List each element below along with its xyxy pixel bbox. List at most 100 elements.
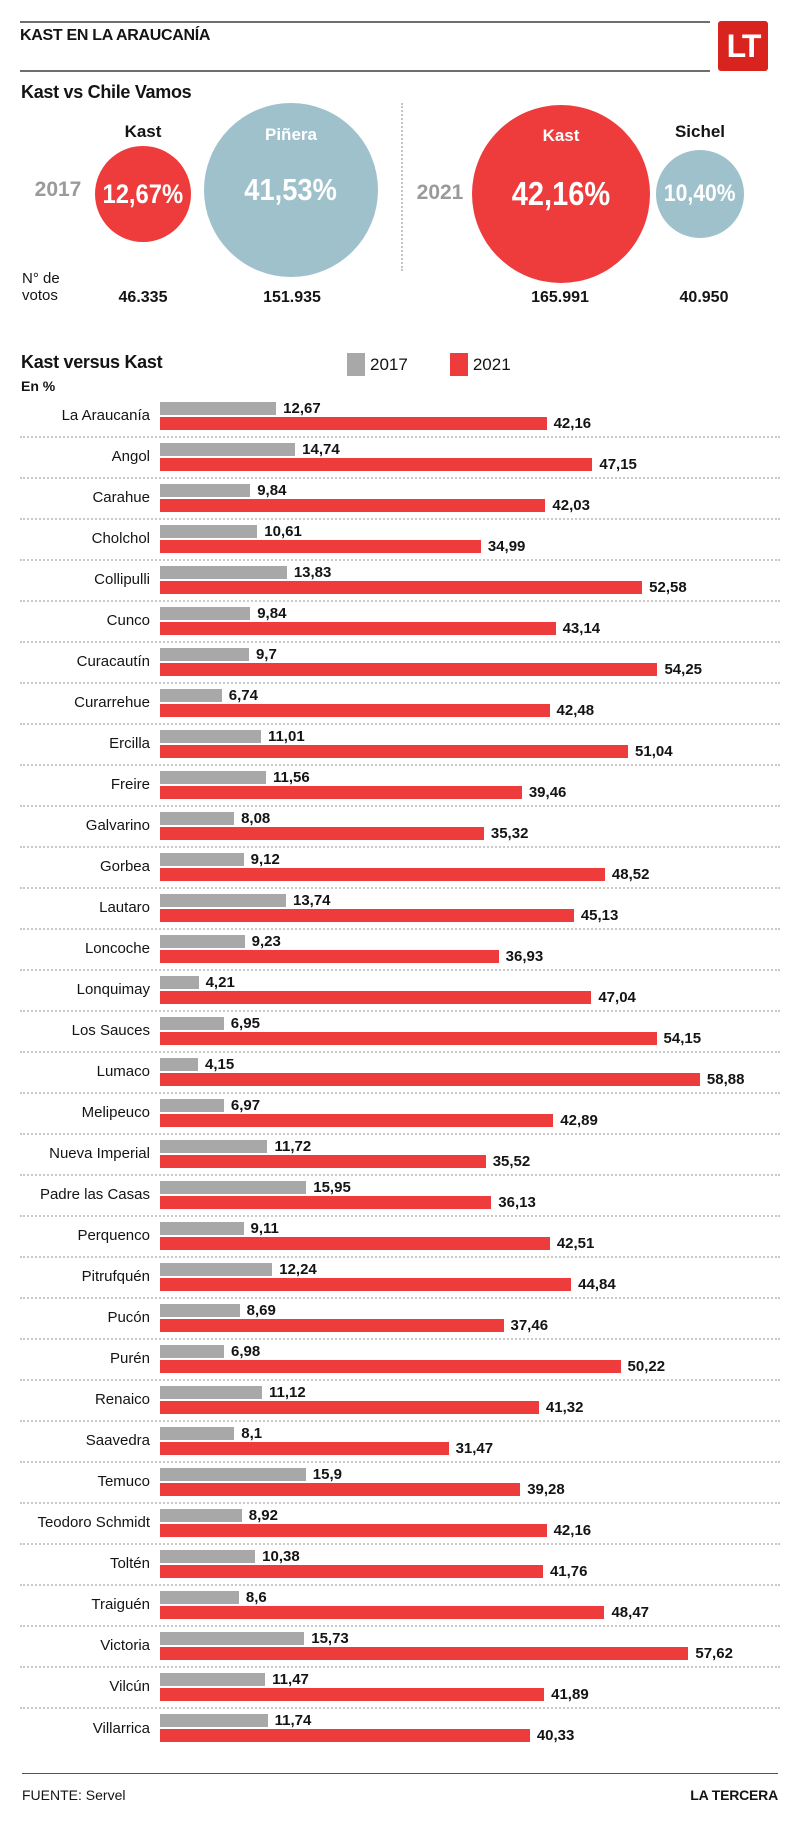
commune-label: Loncoche [84,939,150,957]
commune-label: Ercilla [109,734,150,752]
commune-label: Perquenco [77,1226,150,1244]
bar-row: Melipeuco 6,97 42,89 [20,1094,780,1135]
bar-2021 [160,499,546,512]
commune-label: Victoria [100,1636,150,1654]
bar-value-2017: 13,74 [292,892,331,909]
legend-label-2021: 2021 [472,354,511,374]
bar-value-2021: 43,14 [562,620,601,637]
bar-value-2021: 39,28 [527,1481,565,1498]
bar-group: 8,1 31,47 [160,1422,780,1461]
bar-2021 [160,1278,572,1291]
bar-2021 [160,1565,543,1578]
bar-2017 [160,1386,262,1399]
commune-label: Angol [111,447,150,465]
bar-group: 8,08 35,32 [160,807,780,846]
bar-2021 [160,1073,700,1086]
commune-label: Traiguén [91,1595,150,1613]
bubble-pinera-2017: 41,53% [204,103,378,277]
bar-group: 15,9 39,28 [160,1463,780,1502]
publisher-credit: LA TERCERA [690,1787,778,1803]
bar-group: 10,61 34,99 [160,520,780,559]
bar-row: Cunco 9,84 43,14 [20,602,780,643]
bar-value-2017: 6,74 [228,687,258,704]
bar-2021 [160,1647,689,1660]
bar-value-2021: 42,16 [553,415,592,432]
bar-value-2021: 47,04 [598,989,636,1006]
bar-value-2017: 8,92 [248,1507,278,1524]
commune-label: Saavedra [85,1431,150,1449]
bar-row: Ercilla 11,01 51,04 [20,725,780,766]
bar-value-2017: 9,84 [257,605,287,622]
bar-group: 11,56 39,46 [160,766,780,805]
bar-value-2017: 11,56 [273,769,310,786]
bar-row: Curacautín 9,7 54,25 [20,643,780,684]
bar-2021 [160,1114,554,1127]
bar-2017 [160,1058,199,1071]
bar-value-2017: 11,01 [267,728,305,745]
commune-label: Freire [110,775,150,793]
bar-value-2017: 9,11 [250,1220,279,1237]
bar-value-2021: 34,99 [487,538,526,555]
bar-group: 11,01 51,04 [160,725,780,764]
bar-2021 [160,868,605,881]
commune-label: Purén [109,1349,150,1367]
bar-value-2017: 12,67 [283,400,321,417]
bar-chart-header: Kast versus Kast En % 2017 2021 [0,352,800,394]
bar-group: 9,11 42,51 [160,1217,780,1256]
bar-2021 [160,1155,486,1168]
bar-value-2021: 42,51 [556,1235,595,1252]
commune-label: Gorbea [99,857,150,875]
bar-2021 [160,745,629,758]
bar-value-2017: 15,95 [313,1179,351,1196]
commune-label: Temuco [97,1472,150,1490]
bar-value-2017: 10,61 [264,523,302,540]
bar-value-2017: 8,08 [241,810,271,827]
bar-2021 [160,1360,621,1373]
bar-group: 13,74 45,13 [160,889,780,928]
bar-group: 4,15 58,88 [160,1053,780,1092]
bar-2017 [160,1181,307,1194]
votes-pinera-2017: 151.935 [263,289,321,306]
bar-row: Victoria 15,73 57,62 [20,1627,780,1668]
bubble-chart-title: Kast vs Chile Vamos [21,82,192,102]
bar-value-2021: 54,25 [664,661,703,678]
legend-item-2021: 2021 [449,353,511,376]
bar-2017 [160,1509,242,1522]
bar-group: 6,97 42,89 [160,1094,780,1133]
bar-2021 [160,786,522,799]
bar-row: Collipulli 13,83 52,58 [20,561,780,602]
bar-chart-subtitle: En % [21,378,56,394]
bar-2021 [160,1729,530,1742]
bar-row: Galvarino 8,08 35,32 [20,807,780,848]
bar-2021 [160,458,593,471]
lt-logo: LT [718,21,768,71]
bar-row: Los Sauces 6,95 54,15 [20,1012,780,1053]
bar-2021 [160,1237,550,1250]
bar-value-2021: 50,22 [627,1358,666,1375]
bar-value-2021: 35,32 [490,825,529,842]
bar-2021 [160,1401,539,1414]
legend-label-2017: 2017 [370,354,408,374]
votes-kast-2021: 165.991 [531,289,589,306]
source-credit: FUENTE: Servel [22,1787,126,1803]
bar-value-2021: 42,16 [553,1522,592,1539]
bar-row: Renaico 11,12 41,32 [20,1381,780,1422]
commune-label: Toltén [109,1554,150,1572]
bar-group: 8,92 42,16 [160,1504,780,1543]
bar-group: 6,98 50,22 [160,1340,780,1379]
bar-2017 [160,1673,266,1686]
commune-label: Nueva Imperial [49,1144,150,1162]
bar-2017 [160,894,286,907]
bar-2021 [160,950,499,963]
bar-group: 6,74 42,48 [160,684,780,723]
bar-2017 [160,1099,224,1112]
commune-label: Carahue [92,488,150,506]
bar-value-2017: 15,73 [311,1630,349,1647]
bar-value-2021: 41,89 [551,1686,589,1703]
bar-value-2017: 6,98 [231,1343,261,1360]
legend-swatch-2021 [449,353,468,376]
commune-label: Curacautín [76,652,150,670]
bar-2017 [160,1345,224,1358]
votes-kast-2017: 46.335 [118,289,168,306]
bar-value-2017: 4,15 [205,1056,235,1073]
